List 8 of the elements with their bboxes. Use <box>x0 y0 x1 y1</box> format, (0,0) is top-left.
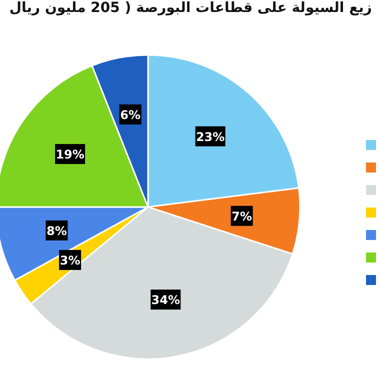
data-label: 8% <box>46 224 67 238</box>
data-label: 6% <box>120 108 141 122</box>
data-label: 19% <box>56 148 84 162</box>
chart-title: زيع السيولة على قطاعات البورصة ( 205 مليون ريال <box>8 0 372 18</box>
data-label: 7% <box>232 209 252 224</box>
data-label: 23% <box>196 130 225 144</box>
data-label: 34% <box>151 293 180 308</box>
data-label: 3% <box>60 253 80 268</box>
